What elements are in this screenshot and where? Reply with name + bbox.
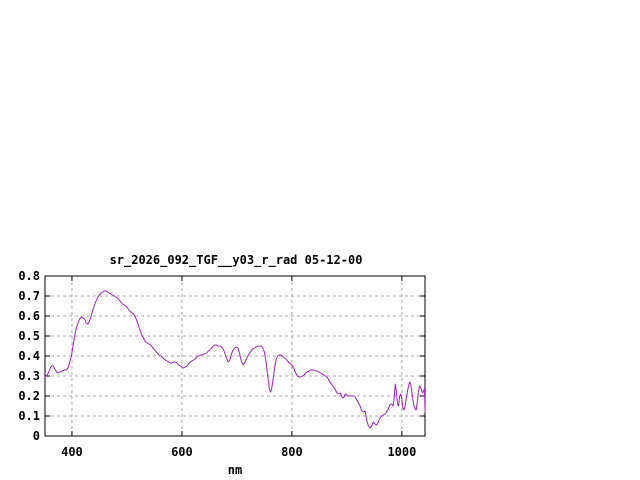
spectral-curve bbox=[44, 290, 426, 429]
x-tick-label: 600 bbox=[171, 445, 193, 459]
y-tick-label: 0.3 bbox=[18, 369, 40, 383]
gridlines bbox=[45, 276, 425, 436]
x-axis-label: nm bbox=[228, 463, 242, 477]
axis-tick-labels: 400 600 800 1000 0 0.1 0.2 0.3 0.4 0.5 0.6 0.7 0.8 bbox=[18, 269, 416, 459]
plot-border bbox=[44, 275, 426, 437]
y-tick-label: 0.5 bbox=[18, 329, 40, 343]
chart-title: sr_2026_092_TGF__y03_r_rad 05-12-00 bbox=[110, 253, 363, 268]
y-tick-label: 0.2 bbox=[18, 389, 40, 403]
x-tick-label: 400 bbox=[61, 445, 83, 459]
y-tick-label: 0.1 bbox=[18, 409, 40, 423]
y-tick-label: 0.7 bbox=[18, 289, 40, 303]
x-tick-label: 800 bbox=[281, 445, 303, 459]
y-tick-label: 0.4 bbox=[18, 349, 40, 363]
y-tick-label: 0.6 bbox=[18, 309, 40, 323]
x-tick-label: 1000 bbox=[387, 445, 416, 459]
y-tick-label: 0.8 bbox=[18, 269, 40, 283]
y-tick-label: 0 bbox=[33, 429, 40, 443]
